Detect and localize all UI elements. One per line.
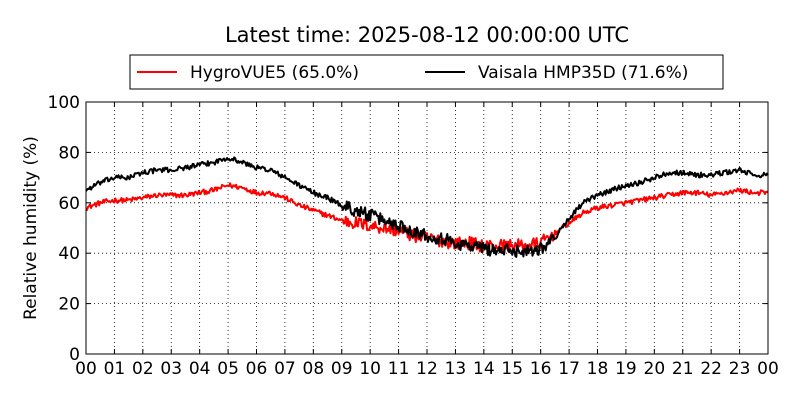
x-tick-label: 00 xyxy=(75,359,97,379)
x-tick-label: 05 xyxy=(217,359,239,379)
x-tick-label: 06 xyxy=(246,359,268,379)
x-tick-label: 04 xyxy=(189,359,211,379)
x-tick-label: 18 xyxy=(587,359,609,379)
x-tick-label: 12 xyxy=(416,359,438,379)
legend-label-hygrovue5: HygroVUE5 (65.0%) xyxy=(190,63,359,83)
y-tick-label: 100 xyxy=(48,93,80,113)
x-tick-label: 11 xyxy=(388,359,410,379)
x-tick-label: 17 xyxy=(558,359,580,379)
y-axis-label: Relative humidity (%) xyxy=(21,136,41,320)
x-tick-label: 07 xyxy=(274,359,296,379)
x-tick-label: 14 xyxy=(473,359,495,379)
tick-marks xyxy=(85,101,769,355)
x-tick-label: 20 xyxy=(644,359,666,379)
series-line-1 xyxy=(85,156,769,258)
y-tick-label: 60 xyxy=(58,194,80,214)
x-tick-label: 22 xyxy=(700,359,722,379)
y-tick-label: 0 xyxy=(69,345,80,365)
y-tick-label: 80 xyxy=(58,143,80,163)
x-tick-label: 03 xyxy=(160,359,182,379)
x-tick-label: 23 xyxy=(729,359,751,379)
x-tick-labels: 00 01 02 03 04 05 06 07 08 09 10 11 12 13 14 15 16 17 18 19… xyxy=(75,359,779,379)
legend: HygroVUE5 (65.0%) Vaisala HMP35D (71.6%) xyxy=(129,54,724,90)
series-line-0 xyxy=(85,182,769,253)
y-tick-label: 20 xyxy=(58,295,80,315)
x-tick-label: 08 xyxy=(303,359,325,379)
x-tick-label: 01 xyxy=(104,359,126,379)
grid xyxy=(86,102,768,354)
x-tick-label: 00 xyxy=(757,359,779,379)
chart-title: Latest time: 2025-08-12 00:00:00 UTC xyxy=(225,23,629,47)
x-tick-label: 13 xyxy=(445,359,467,379)
x-tick-label: 19 xyxy=(615,359,637,379)
x-tick-label: 15 xyxy=(501,359,523,379)
series-layer xyxy=(85,156,769,258)
x-tick-label: 16 xyxy=(530,359,552,379)
x-tick-label: 09 xyxy=(331,359,353,379)
x-tick-label: 10 xyxy=(359,359,381,379)
y-tick-labels: 0 20 40 60 80 100 xyxy=(48,93,80,365)
x-tick-label: 02 xyxy=(132,359,154,379)
plot-frame xyxy=(85,101,769,355)
y-tick-label: 40 xyxy=(58,244,80,264)
x-tick-label: 21 xyxy=(672,359,694,379)
legend-label-vaisala: Vaisala HMP35D (71.6%) xyxy=(478,63,688,83)
